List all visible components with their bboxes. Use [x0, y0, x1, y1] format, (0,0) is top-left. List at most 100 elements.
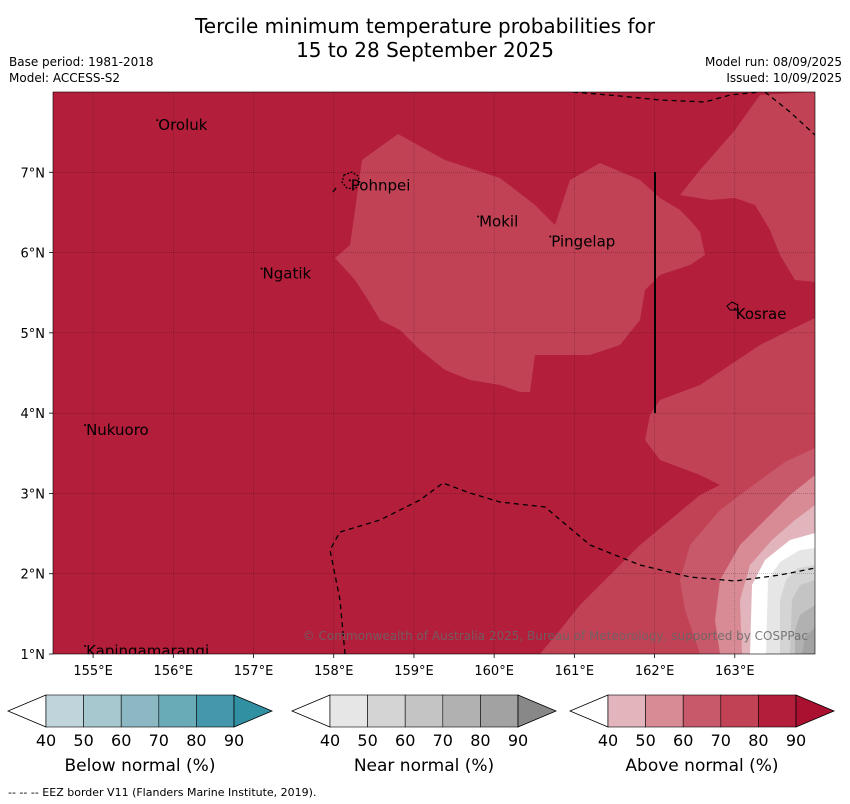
model-run: Model run: 08/09/2025: [704, 55, 842, 69]
region-near-80: [802, 628, 815, 654]
place-marker: [260, 267, 263, 270]
legend-tick-label: 90: [786, 731, 806, 750]
place-label: Mokil: [479, 212, 518, 230]
place-marker: [477, 215, 480, 218]
legend-area: 40 50 60 70 80 90 Below normal (%) 40 50 60 70 80 90…: [6, 694, 836, 776]
legend-tick-label: 90: [508, 731, 528, 750]
y-tick-label: 4°N: [21, 407, 46, 422]
legend-swatch: [45, 694, 84, 728]
place-label: Kosrae: [736, 305, 787, 323]
eez-border-south: [329, 482, 815, 654]
x-tick-label: 156°E: [154, 664, 194, 679]
y-tick-label: 3°N: [21, 487, 46, 502]
legend-tick-label: 70: [149, 731, 169, 750]
place-label: Pohnpei: [351, 176, 411, 194]
gridlines: [53, 92, 815, 654]
legend-tick-label: 80: [186, 731, 206, 750]
legend-arrow-low: [6, 694, 47, 728]
y-tick-label: 5°N: [21, 327, 46, 342]
x-axis: 155°E 156°E 157°E 158°E 159°E 160°E 161°E 162°E…: [73, 654, 755, 679]
legend-arrow-low: [568, 694, 609, 728]
x-tick-label: 157°E: [234, 664, 274, 679]
legend-arrow-high: [233, 694, 274, 728]
legend-tick-label: 60: [111, 731, 131, 750]
legend-arrow-high: [517, 694, 558, 728]
legend-tick-label: 40: [320, 731, 340, 750]
legend-swatch: [329, 694, 368, 728]
place-marker: [348, 179, 351, 182]
meta-left: Base period: 1981-2018 Model: ACCESS-S2: [9, 54, 154, 86]
legend-swatch: [404, 694, 444, 728]
legend-3: 40 50 60 70 80 90 Above normal (%): [568, 694, 836, 776]
map-area: Oroluk Pohnpei Mokil Pingelap Ngatik Kosrae Nu…: [53, 92, 815, 660]
eez-borders: [329, 92, 815, 654]
title-line-2: 15 to 28 September 2025: [296, 38, 554, 62]
legend-tick-label: 70: [711, 731, 731, 750]
y-tick-label: 7°N: [21, 166, 46, 181]
legend-tick-label: 60: [673, 731, 693, 750]
legend-tick-label: 50: [635, 731, 655, 750]
legend-2: 40 50 60 70 80 90 Near normal (%): [290, 694, 558, 776]
legend-swatch: [196, 694, 235, 728]
place-label: Kapingamarangi: [86, 642, 209, 660]
legend-title: Above normal (%): [625, 756, 778, 776]
legend-title: Below normal (%): [65, 756, 216, 776]
issued-date: Issued: 10/09/2025: [726, 71, 842, 85]
map-frame: [52, 91, 816, 655]
x-tick-label: 162°E: [635, 664, 675, 679]
legend-tick-label: 70: [433, 731, 453, 750]
copyright-notice: © Commonwealth of Australia 2025, Bureau…: [303, 629, 808, 643]
place-label: Pingelap: [551, 233, 615, 251]
base-period: Base period: 1981-2018: [9, 55, 154, 69]
y-axis: 1°N 2°N 3°N 4°N 5°N 6°N 7°N: [21, 166, 53, 663]
legend-swatch: [682, 694, 722, 728]
legend-arrow-low: [290, 694, 331, 728]
place-marker: [156, 119, 159, 122]
legend-swatch: [120, 694, 160, 728]
x-tick-label: 158°E: [314, 664, 354, 679]
eez-border-pohnpei: [332, 187, 337, 193]
region-above-70-northeast: [680, 92, 815, 282]
y-tick-label: 1°N: [21, 648, 46, 663]
y-tick-label: 6°N: [21, 247, 46, 262]
legend-arrow-high: [795, 694, 836, 728]
legend-1: 40 50 60 70 80 90 Below normal (%): [6, 694, 274, 776]
legend-tick-label: 40: [598, 731, 618, 750]
x-tick-label: 163°E: [715, 664, 755, 679]
legend-tick-label: 60: [395, 731, 415, 750]
place-label: Nukuoro: [86, 421, 149, 439]
y-tick-label: 2°N: [21, 568, 46, 583]
region-above-70-centre: [335, 134, 705, 392]
legend-tick-label: 80: [470, 731, 490, 750]
model-name: Model: ACCESS-S2: [9, 71, 121, 85]
eez-border-northeast: [764, 92, 815, 136]
forecast-map: Oroluk Pohnpei Mokil Pingelap Ngatik Kosrae Nu…: [21, 91, 816, 679]
chart-title: Tercile minimum temperature probabilitie…: [0, 14, 850, 62]
legend-swatch: [720, 694, 759, 728]
place-marker: [549, 235, 552, 238]
place-marker: [733, 307, 736, 310]
x-tick-label: 155°E: [73, 664, 113, 679]
eez-footer-note: -- -- -- EEZ border V11 (Flanders Marine…: [8, 786, 317, 799]
legend-tick-label: 90: [224, 731, 244, 750]
place-label: Ngatik: [263, 265, 312, 283]
place-marker: [84, 424, 87, 427]
legend-tick-label: 50: [73, 731, 93, 750]
title-line-1: Tercile minimum temperature probabilitie…: [194, 14, 656, 38]
x-tick-label: 159°E: [394, 664, 434, 679]
legend-tick-label: 80: [748, 731, 768, 750]
legend-swatch: [367, 694, 406, 728]
legend-swatch: [758, 694, 797, 728]
legend-swatch: [158, 694, 197, 728]
eez-border-north: [572, 92, 761, 103]
legend-title: Near normal (%): [354, 756, 494, 776]
place-marker: [84, 644, 87, 647]
x-tick-label: 161°E: [555, 664, 595, 679]
x-tick-label: 160°E: [474, 664, 514, 679]
legend-swatch: [607, 694, 646, 728]
place-label: Oroluk: [158, 116, 207, 134]
kosrae-island-outline: [726, 301, 739, 311]
legend-tick-label: 40: [36, 731, 56, 750]
legend-swatch: [645, 694, 684, 728]
meta-right: Model run: 08/09/2025 Issued: 10/09/2025: [705, 54, 842, 86]
